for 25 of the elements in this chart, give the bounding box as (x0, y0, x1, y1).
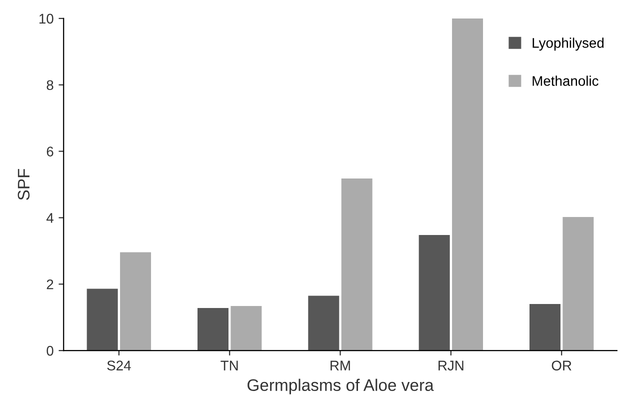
bar (418, 234, 450, 351)
x-tick-label: TN (220, 360, 238, 370)
y-axis-title: SPF (18, 168, 30, 200)
y-tick-label: 2 (46, 279, 54, 290)
bar (120, 252, 152, 351)
x-tick-label: S24 (107, 360, 131, 370)
y-tick-label: 10 (39, 14, 54, 24)
y-tick-label: 8 (46, 80, 54, 90)
bar (452, 18, 484, 351)
legend-label: Methanolic (532, 76, 598, 86)
bar (198, 308, 228, 351)
y-tick-label: 6 (46, 146, 54, 156)
y-tick-label: 0 (46, 346, 54, 356)
bar (308, 296, 340, 351)
bar (230, 306, 262, 351)
bar (562, 217, 594, 351)
x-tick-label: OR (552, 360, 572, 370)
bar (86, 288, 118, 351)
x-tick-label: RJN (438, 360, 464, 370)
x-axis-title: Germplasms of Aloe vera (248, 378, 434, 394)
x-tick-label: RM (330, 360, 350, 370)
y-tick-label: 4 (46, 213, 54, 223)
legend-label: Lyophilysed (532, 38, 604, 51)
bar (529, 304, 560, 351)
bar (341, 178, 372, 351)
